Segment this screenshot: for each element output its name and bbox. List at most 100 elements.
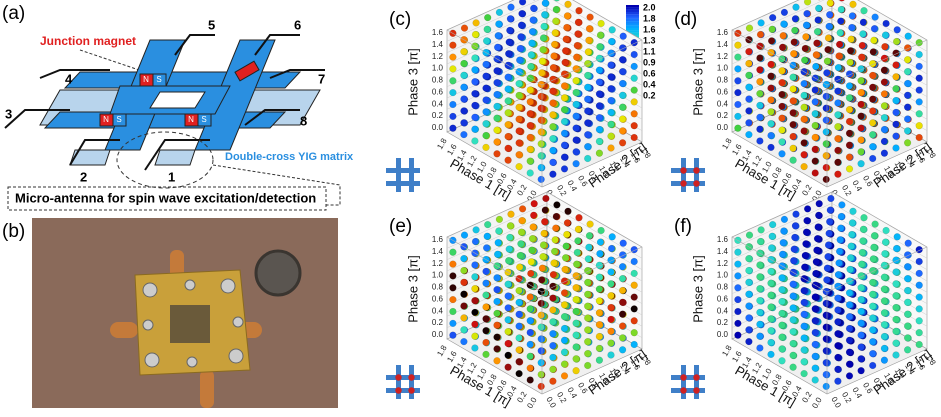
icon-magnet bbox=[693, 387, 699, 393]
sphere bbox=[483, 268, 490, 275]
sphere bbox=[527, 146, 534, 153]
sphere bbox=[608, 269, 615, 276]
sphere bbox=[516, 80, 523, 87]
sphere bbox=[538, 176, 545, 183]
sphere bbox=[837, 236, 844, 243]
sphere bbox=[825, 35, 832, 42]
z-title: Phase 3 [π] bbox=[405, 48, 420, 116]
sphere bbox=[541, 230, 548, 237]
sphere bbox=[531, 200, 538, 207]
sphere bbox=[916, 75, 923, 82]
sphere bbox=[505, 281, 512, 288]
sphere bbox=[904, 299, 911, 306]
sphere bbox=[596, 333, 603, 340]
sphere bbox=[869, 131, 876, 138]
sphere bbox=[871, 37, 878, 44]
sphere bbox=[826, 23, 833, 30]
sphere bbox=[472, 297, 479, 304]
sphere bbox=[812, 341, 819, 348]
sphere bbox=[586, 25, 593, 32]
colorbar-cell bbox=[626, 17, 639, 19]
sphere bbox=[494, 150, 501, 157]
sphere bbox=[847, 59, 854, 66]
sphere bbox=[835, 354, 842, 361]
sphere bbox=[516, 347, 523, 354]
sphere bbox=[793, 4, 800, 11]
sphere bbox=[483, 132, 490, 139]
sphere bbox=[584, 96, 591, 103]
sphere bbox=[779, 310, 786, 317]
z-tick-label: 0.0 bbox=[717, 123, 729, 132]
z-tick-label: 1.2 bbox=[432, 52, 444, 61]
sphere bbox=[585, 49, 592, 56]
sphere bbox=[575, 238, 582, 245]
sphere bbox=[494, 286, 501, 293]
sphere bbox=[835, 295, 842, 302]
sphere bbox=[828, 195, 835, 202]
sphere bbox=[801, 104, 808, 111]
sphere bbox=[505, 352, 512, 359]
sphere bbox=[735, 66, 742, 73]
sphere bbox=[881, 150, 888, 157]
sphere bbox=[790, 328, 797, 335]
sphere bbox=[801, 264, 808, 271]
panel-label: (b) bbox=[2, 221, 25, 242]
sphere bbox=[881, 102, 888, 109]
sphere bbox=[916, 110, 923, 117]
sphere bbox=[461, 48, 468, 55]
sphere bbox=[869, 291, 876, 298]
sphere bbox=[858, 77, 865, 84]
sphere bbox=[461, 60, 468, 67]
sphere bbox=[916, 99, 923, 106]
sphere bbox=[619, 323, 626, 330]
sphere bbox=[768, 38, 775, 45]
sphere bbox=[735, 101, 742, 108]
icon-bar bbox=[386, 181, 420, 186]
sphere bbox=[619, 263, 626, 270]
sphere bbox=[801, 358, 808, 365]
sphere bbox=[858, 355, 865, 362]
sphere bbox=[495, 228, 502, 235]
sphere bbox=[473, 20, 480, 27]
sphere bbox=[450, 296, 457, 303]
panel-label: (a) bbox=[2, 3, 25, 24]
sphere bbox=[472, 78, 479, 85]
sphere bbox=[893, 292, 900, 299]
sphere bbox=[461, 303, 468, 310]
sphere bbox=[472, 102, 479, 109]
sphere bbox=[816, 200, 823, 207]
sphere bbox=[803, 240, 810, 247]
sphere bbox=[779, 127, 786, 134]
sphere bbox=[540, 46, 547, 53]
sphere bbox=[631, 75, 638, 82]
sphere bbox=[904, 263, 911, 270]
z-tick-label: 0.2 bbox=[717, 318, 729, 327]
sphere bbox=[904, 56, 911, 63]
sphere bbox=[812, 305, 819, 312]
sphere bbox=[904, 80, 911, 87]
sphere bbox=[538, 371, 545, 378]
sphere bbox=[801, 287, 808, 294]
sphere bbox=[516, 163, 523, 170]
sphere bbox=[735, 89, 742, 96]
sphere bbox=[516, 128, 523, 135]
sphere bbox=[881, 91, 888, 98]
sphere bbox=[814, 247, 821, 254]
sphere bbox=[461, 96, 468, 103]
sphere bbox=[527, 98, 534, 105]
sphere bbox=[803, 33, 810, 40]
sphere bbox=[483, 280, 490, 287]
sphere bbox=[529, 28, 536, 35]
z-tick-label: 1.2 bbox=[432, 259, 444, 268]
sphere bbox=[538, 93, 545, 100]
sphere bbox=[519, 217, 526, 224]
sphere bbox=[905, 240, 912, 247]
sphere bbox=[495, 21, 502, 28]
sphere bbox=[542, 0, 549, 7]
sphere bbox=[893, 280, 900, 287]
sphere bbox=[631, 63, 638, 70]
sphere bbox=[483, 245, 490, 252]
pipe bbox=[200, 370, 214, 408]
sphere bbox=[881, 286, 888, 293]
sphere bbox=[802, 252, 809, 259]
